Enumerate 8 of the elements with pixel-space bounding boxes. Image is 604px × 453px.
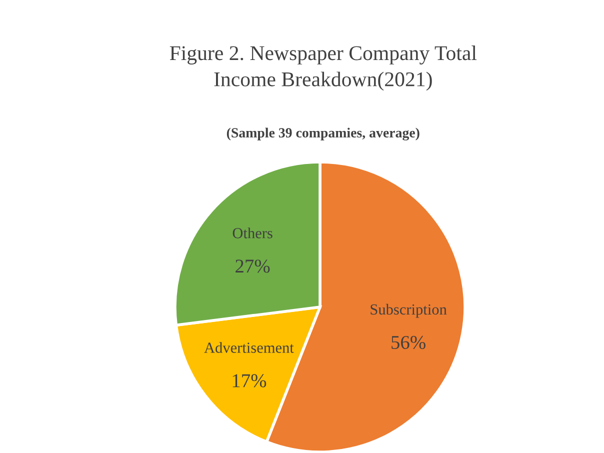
data-label: 27% — [236, 260, 270, 273]
chart-title: Figure 2. Newspaper Company Total Income Breakdown(2021) — [170, 46, 477, 91]
slice-label: Advertisement — [204, 342, 294, 353]
slice-label: Subscription — [370, 304, 447, 318]
slice-label: Others — [232, 228, 272, 238]
data-label: 56% — [392, 336, 426, 350]
chart-subtitle: (Sample 39 compamies, average) — [226, 128, 420, 140]
data-label: 17% — [232, 374, 266, 388]
